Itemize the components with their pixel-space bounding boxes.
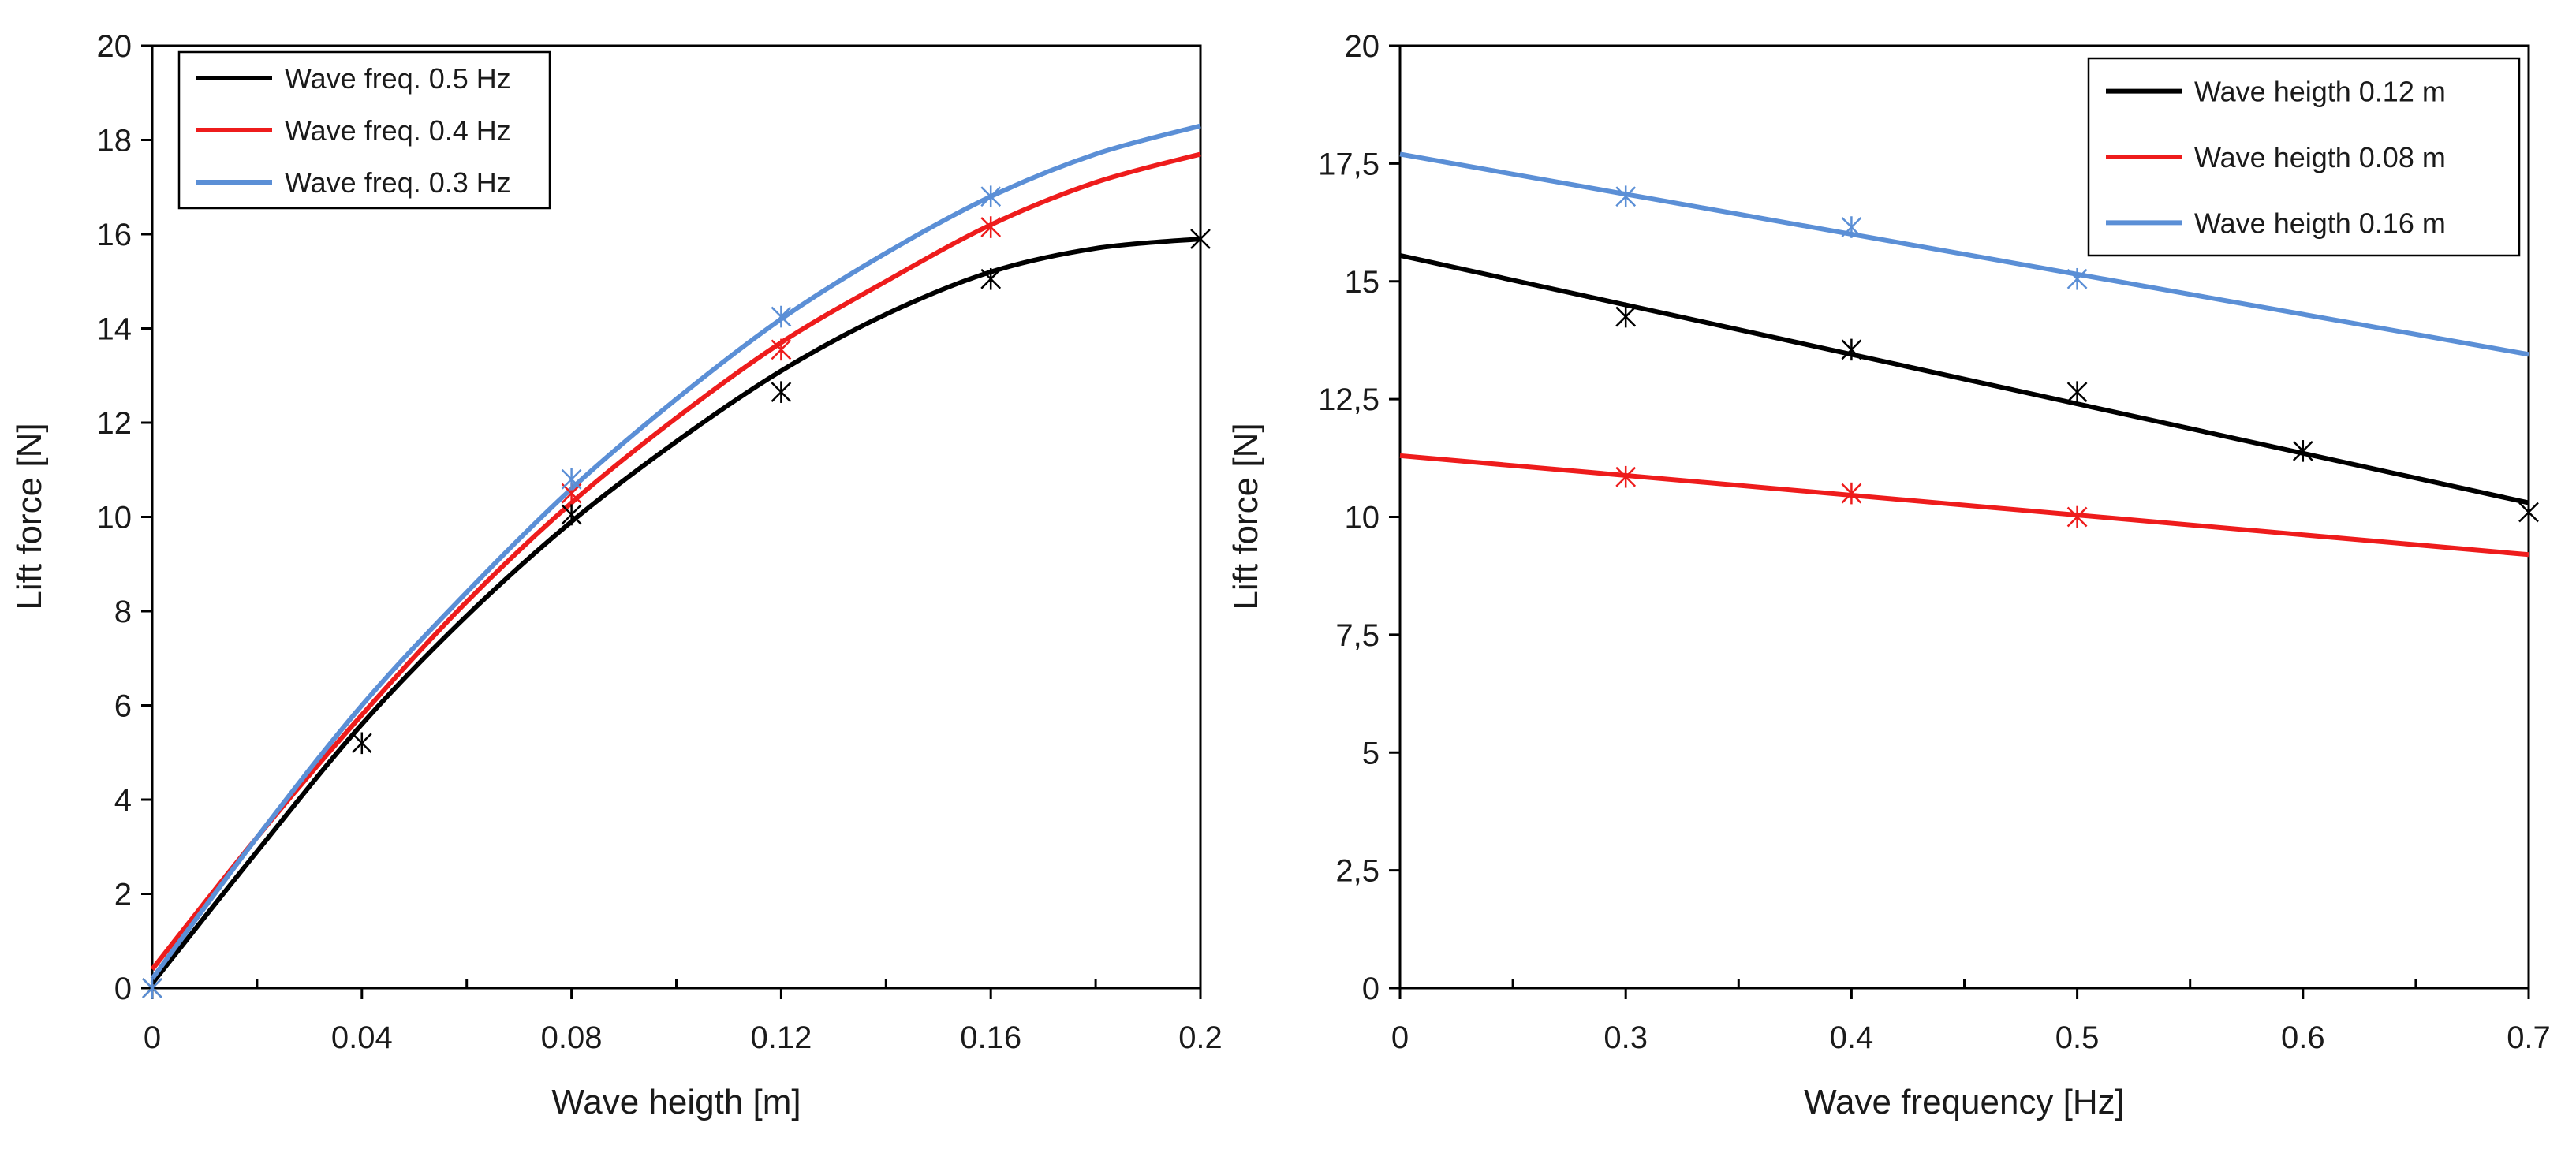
y-tick-label: 14 [97, 312, 133, 347]
legend-label-2: Wave freq. 0.4 Hz [285, 114, 511, 147]
x-tick-label: 0 [1391, 1020, 1409, 1055]
data-point-marker [2518, 501, 2539, 524]
data-point-marker [1841, 482, 1862, 505]
y-tick-label: 17,5 [1318, 147, 1379, 181]
legend-label-3: Wave freq. 0.3 Hz [285, 166, 511, 199]
y-tick-label: 18 [97, 124, 133, 159]
y-tick-label: 8 [114, 595, 132, 629]
y-tick-label: 10 [97, 501, 133, 535]
x-tick-label: 0.7 [2507, 1020, 2551, 1055]
x-tick-label: 0.3 [1603, 1020, 1648, 1055]
legend-label-1: Wave freq. 0.5 Hz [285, 62, 511, 95]
y-tick-label: 10 [1345, 501, 1380, 535]
x-tick-label: 0.5 [2055, 1020, 2100, 1055]
y-axis-label: Lift force [N] [1226, 423, 1265, 610]
data-point-marker [980, 216, 1002, 238]
series-line-1 [1399, 252, 2529, 505]
x-tick-label: 0.16 [960, 1020, 1021, 1055]
y-tick-label: 20 [97, 29, 133, 64]
y-tick-label: 12 [97, 406, 133, 441]
data-point-marker [1615, 305, 1637, 328]
series-line-3 [150, 123, 1201, 980]
data-point-marker [561, 503, 582, 526]
data-point-marker [2066, 505, 2088, 528]
data-point-marker [142, 977, 162, 999]
y-tick-label: 5 [1362, 736, 1379, 770]
legend-label-1: Wave heigth 0.12 m [2194, 76, 2446, 108]
data-point-marker [980, 185, 1002, 207]
legend-label-3: Wave heigth 0.16 m [2194, 207, 2446, 239]
data-point-marker [771, 381, 792, 403]
x-tick-label: 0.4 [1830, 1020, 1874, 1055]
x-tick-label: 0.12 [750, 1020, 812, 1055]
data-point-marker [2066, 381, 2088, 403]
y-tick-label: 12,5 [1318, 382, 1379, 417]
series-line-1 [150, 236, 1201, 985]
data-point-marker [2066, 267, 2088, 290]
data-point-marker [1615, 465, 1637, 488]
data-point-marker [980, 267, 1002, 290]
y-tick-label: 2 [114, 878, 132, 912]
legend: Wave heigth 0.12 m Wave heigth 0.08 m Wave… [2087, 57, 2521, 257]
y-tick-label: 20 [1345, 29, 1380, 64]
data-point-marker [771, 338, 792, 361]
y-tick-label: 15 [1345, 265, 1380, 300]
series-line-2 [150, 151, 1201, 971]
data-point-marker [1841, 216, 1862, 238]
data-point-marker [561, 468, 582, 491]
data-point-marker [1615, 185, 1637, 207]
data-point-marker [351, 732, 372, 755]
legend: Wave freq. 0.5 Hz Wave freq. 0.4 Hz Wave f… [177, 50, 551, 210]
data-point-marker [771, 305, 792, 328]
x-axis-label: Wave frequency [Hz] [1804, 1083, 2125, 1121]
x-tick-label: 0.04 [331, 1020, 393, 1055]
y-tick-label: 0 [114, 972, 132, 1006]
x-axis-label: Wave heigth [m] [551, 1083, 801, 1121]
legend-label-2: Wave heigth 0.08 m [2194, 141, 2446, 173]
x-tick-label: 0.08 [541, 1020, 603, 1055]
y-tick-label: 4 [114, 783, 132, 818]
series-line-2 [1399, 453, 2529, 558]
y-tick-label: 0 [1362, 972, 1379, 1006]
data-point-marker [1190, 228, 1211, 250]
y-tick-label: 6 [114, 689, 132, 724]
x-tick-label: 0.6 [2281, 1020, 2325, 1055]
data-point-marker [1841, 338, 1862, 361]
y-axis-label: Lift force [N] [10, 423, 49, 610]
y-tick-label: 2,5 [1335, 854, 1379, 889]
data-point-marker [2292, 440, 2313, 462]
y-tick-label: 7,5 [1335, 618, 1379, 653]
series-line-3 [1399, 151, 2529, 357]
y-tick-label: 16 [97, 218, 133, 252]
chart-1: 0 2 4 6 8 10 12 14 16 18 20 0 0.04 0.08 0.12 0.16 0.2 Wav… [10, 29, 1223, 1121]
x-tick-label: 0 [144, 1020, 161, 1055]
chart-2: 0 2,5 5 7,5 10 12,5 15 17,5 20 0 0.3 0.4 0.5 0.6 0.7 Wa… [1226, 29, 2551, 1121]
x-tick-label: 0.2 [1178, 1020, 1223, 1055]
